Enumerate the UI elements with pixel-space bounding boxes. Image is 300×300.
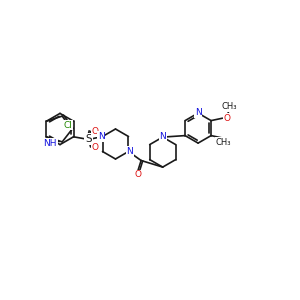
Text: N: N — [159, 132, 166, 141]
Text: O: O — [91, 127, 98, 136]
Text: N: N — [127, 147, 134, 156]
Text: N: N — [98, 132, 104, 141]
Text: CH₃: CH₃ — [222, 102, 237, 111]
Text: CH₃: CH₃ — [215, 138, 231, 147]
Text: S: S — [85, 134, 92, 144]
Text: O: O — [224, 114, 231, 123]
Text: Cl: Cl — [63, 121, 72, 130]
Text: O: O — [135, 170, 142, 179]
Text: O: O — [91, 142, 98, 152]
Text: NH: NH — [43, 139, 57, 148]
Text: N: N — [195, 108, 202, 117]
